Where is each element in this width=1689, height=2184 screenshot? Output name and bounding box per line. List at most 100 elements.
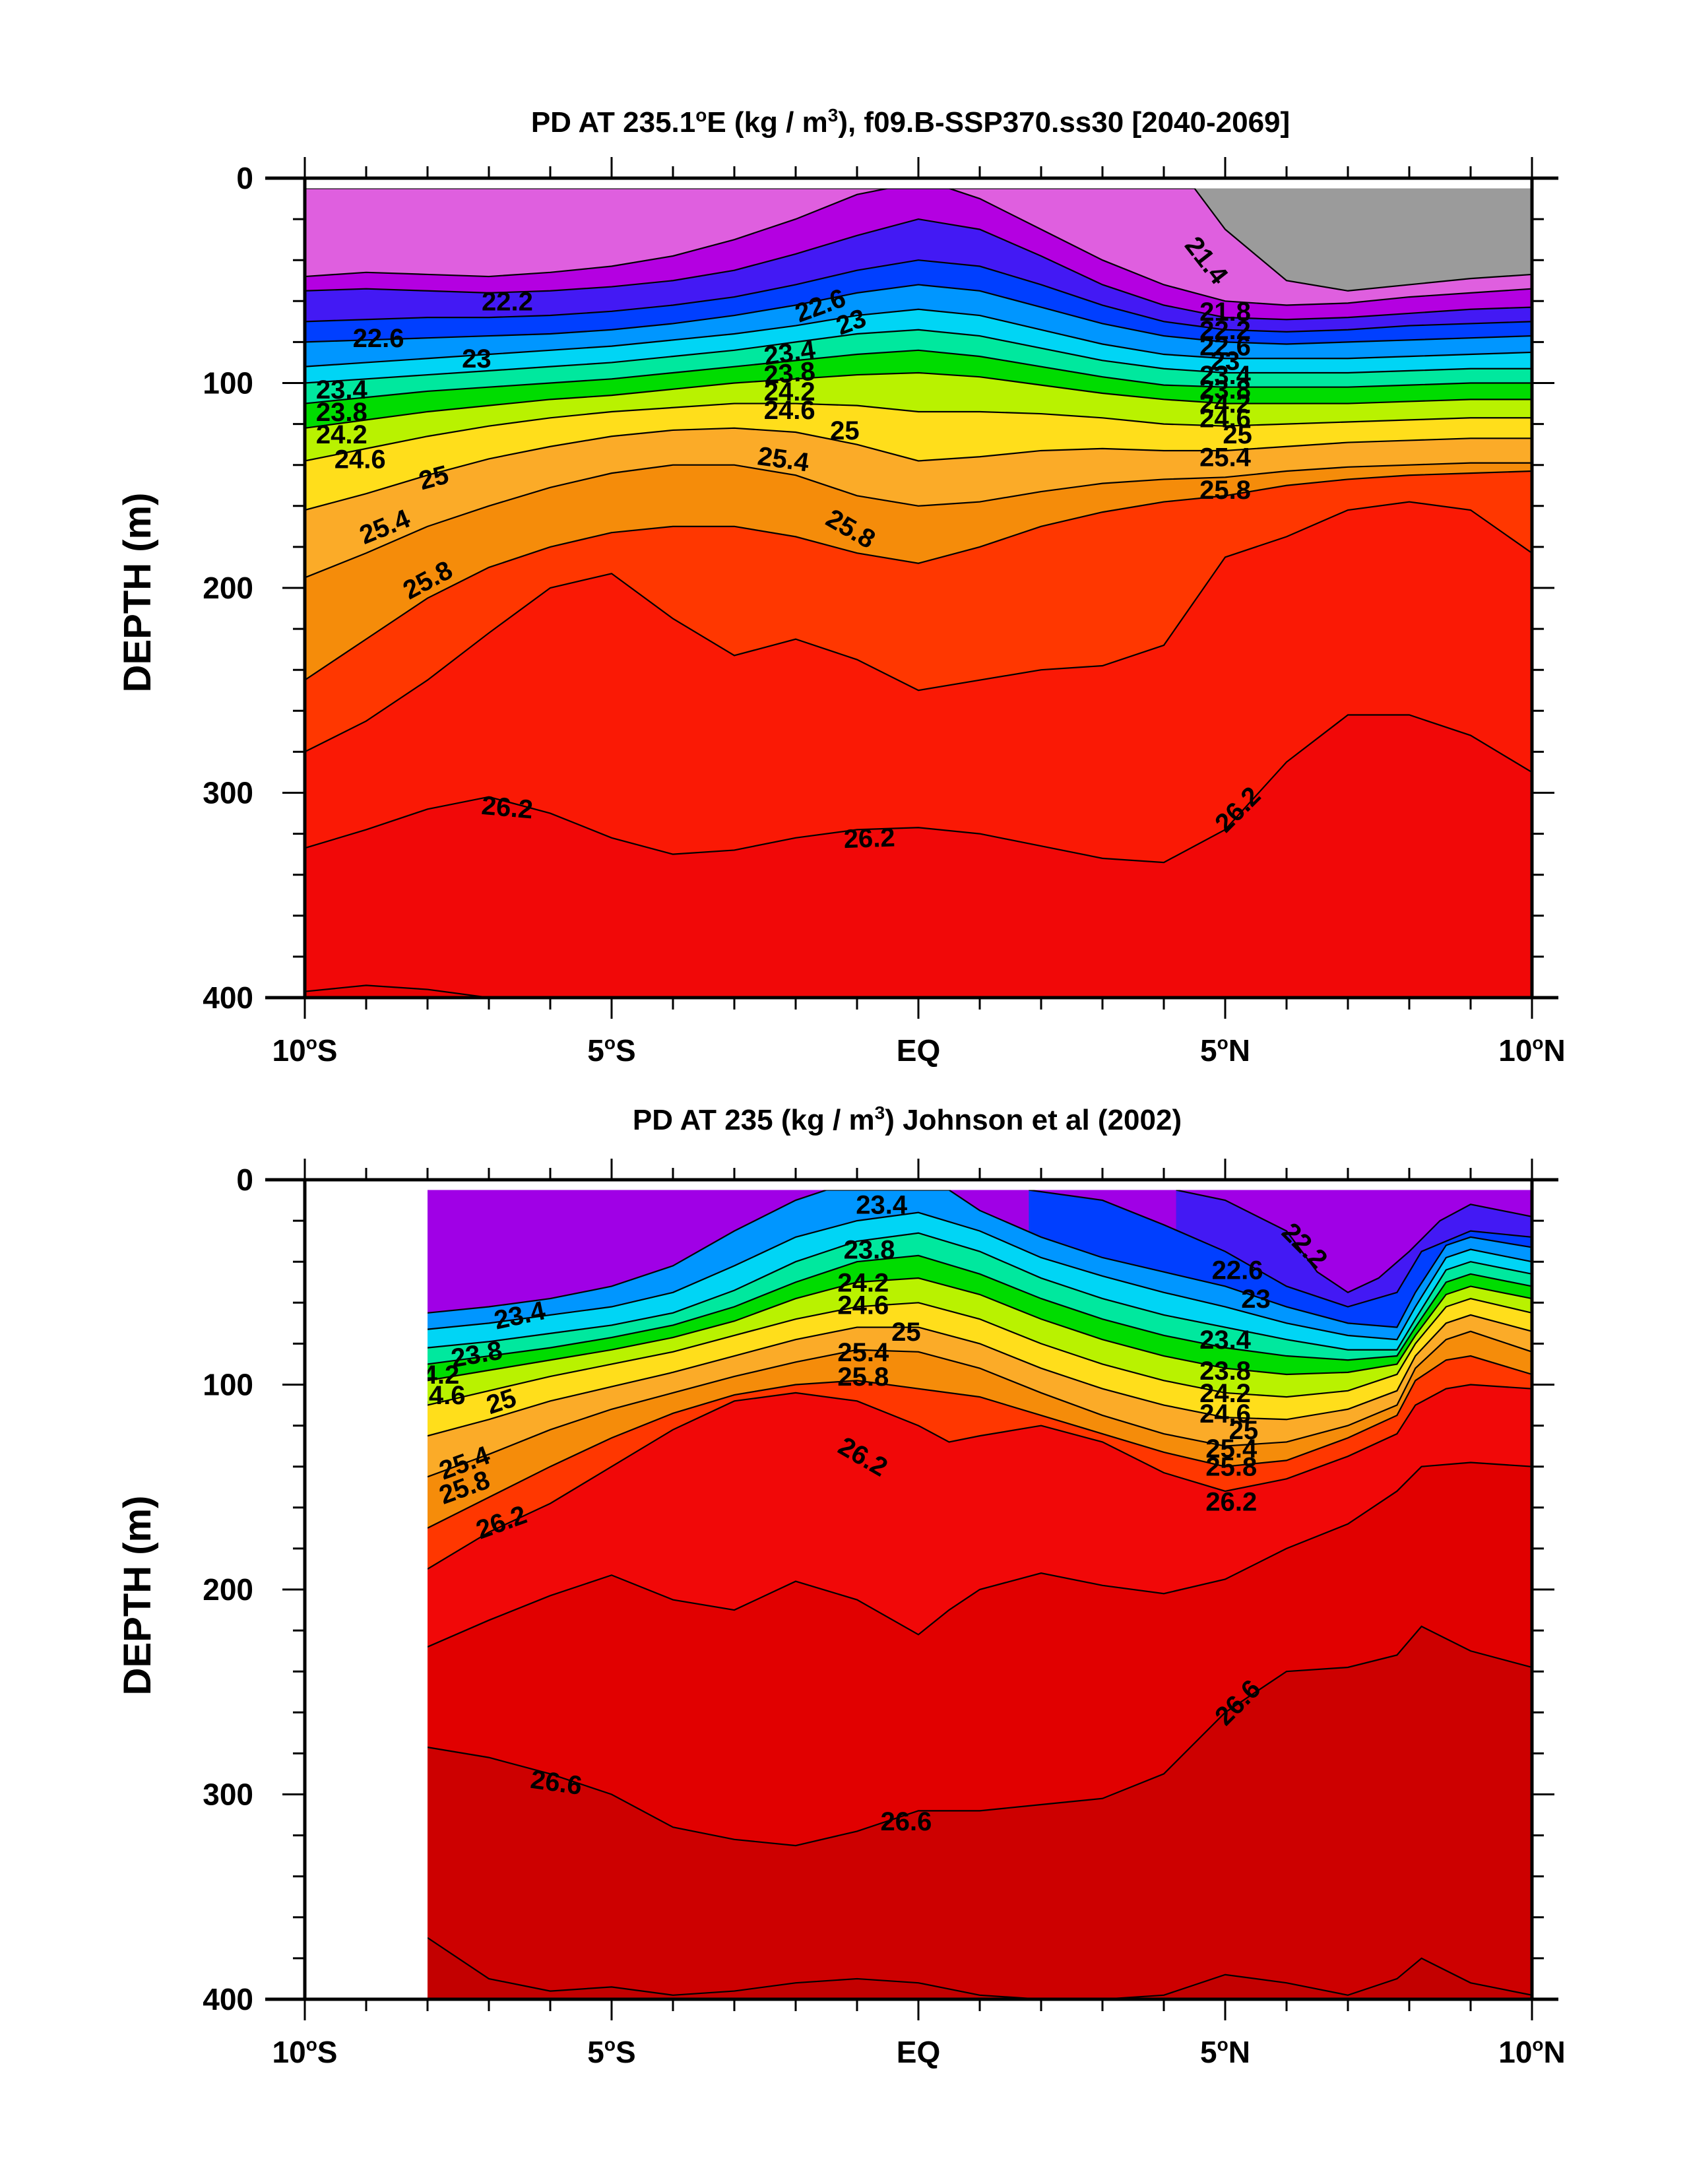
svg-text:22.6: 22.6 [353, 324, 404, 353]
svg-text:25: 25 [830, 416, 860, 445]
isopycnal-line [305, 427, 1532, 511]
density-band-fill [305, 715, 1532, 998]
contour-label: 25 [830, 416, 860, 445]
y-tick-label: 200 [203, 571, 253, 605]
contour-label: 23.8 [1199, 1357, 1251, 1386]
contour-label: 21.8 [1199, 298, 1251, 327]
x-tick-label: 10oN [1498, 1033, 1566, 1068]
y-tick-label: 100 [203, 1368, 253, 1402]
contour-label: 25.8 [1199, 476, 1251, 505]
svg-text:23.4: 23.4 [1199, 1326, 1252, 1355]
isopycnal-line [305, 329, 1532, 384]
svg-text:24.6: 24.6 [1199, 1399, 1251, 1429]
contour-label: 23.4 [762, 335, 817, 371]
contour-label: 24.2 [837, 1268, 889, 1297]
contour-label: 22.6 [353, 324, 404, 353]
isopycnal-line [305, 371, 1532, 429]
svg-text:23.4: 23.4 [856, 1190, 908, 1219]
contour-label: 25.4 [837, 1338, 889, 1367]
svg-text:25.8: 25.8 [1205, 1453, 1257, 1482]
isopycnal-line [305, 308, 1532, 368]
svg-text:23.4: 23.4 [762, 335, 817, 371]
isopycnal-line [305, 501, 1532, 753]
contour-label: 23.4 [856, 1190, 908, 1219]
y-tick-label: 0 [236, 161, 253, 195]
isopycnal-line [305, 218, 1532, 321]
svg-text:23.8: 23.8 [763, 357, 816, 391]
svg-text:24.6: 24.6 [1199, 404, 1251, 433]
isopycnal-line [305, 284, 1532, 345]
svg-text:23.8: 23.8 [316, 398, 367, 427]
bottom-contour-fills: 23.423.824.224.62525.425.826.223.423.824… [408, 1190, 1532, 1999]
isopycnal-line [428, 1232, 1532, 1351]
contour-label: 23.4 [316, 375, 368, 404]
bottom-panel-title: PD AT 235 (kg / m3) Johnson et al (2002) [633, 1103, 1182, 1136]
contour-label: 26.2 [480, 791, 534, 825]
svg-text:24.2: 24.2 [316, 420, 367, 449]
svg-text:25: 25 [1229, 1416, 1259, 1445]
isopycnal-line [428, 1625, 1532, 1847]
svg-text:25.4: 25.4 [756, 441, 812, 478]
svg-text:24.2: 24.2 [1199, 1379, 1251, 1408]
top-panel: PD AT 235.1oE (kg / m3), f09.B-SSP370.ss… [116, 105, 1566, 1068]
svg-text:26.6: 26.6 [529, 1765, 584, 1801]
svg-text:23.4: 23.4 [1199, 361, 1252, 390]
top-plot-area: 21.422.222.62323.423.824.224.62525.425.8… [203, 157, 1566, 1068]
contour-label: 25.4 [1199, 443, 1252, 472]
svg-text:24.2: 24.2 [408, 1361, 459, 1390]
x-tick-label: 10oS [272, 2034, 338, 2069]
contour-label: 26.6 [880, 1807, 932, 1836]
x-tick-label: EQ [897, 1033, 940, 1068]
isopycnal-line [428, 1297, 1532, 1406]
x-tick-label: 10oN [1498, 2034, 1566, 2069]
svg-text:23.8: 23.8 [1199, 1357, 1251, 1386]
isopycnal-line [305, 984, 490, 998]
contour-label: 25 [1229, 1416, 1259, 1445]
contour-label: 26.6 [529, 1765, 584, 1801]
contour-label: 23.4 [1199, 1326, 1252, 1355]
svg-text:22.6: 22.6 [1199, 333, 1251, 362]
contour-label: 26.2 [1205, 1487, 1257, 1516]
top-x-ticks: 10oS 5oS EQ 5oN 10oN [272, 157, 1566, 1068]
svg-text:24.6: 24.6 [414, 1381, 466, 1410]
contour-label: 25.4 [756, 441, 812, 478]
contour-label: 24.6 [1199, 404, 1251, 433]
isopycnal-line [428, 1314, 1532, 1437]
svg-text:26.2: 26.2 [843, 823, 895, 854]
density-band-fill [428, 1626, 1532, 1999]
bottom-x-ticks: 10oS 5oS EQ 5oN 10oN [272, 1159, 1566, 2069]
isopycnal-line [428, 1330, 1532, 1478]
svg-text:24.6: 24.6 [764, 396, 815, 425]
contour-label: 23.8 [763, 357, 816, 391]
svg-text:25.8: 25.8 [837, 1363, 889, 1392]
isopycnal-line [428, 1254, 1532, 1365]
contour-label: 23 [462, 344, 492, 373]
bottom-y-axis-label: DEPTH (m) [116, 1496, 159, 1696]
y-tick-label: 300 [203, 776, 253, 810]
x-tick-label: 5oN [1200, 2034, 1250, 2069]
contour-label: 22.2 [482, 287, 533, 316]
svg-text:23: 23 [1211, 346, 1240, 375]
y-tick-label: 400 [203, 980, 253, 1015]
svg-text:23: 23 [462, 344, 492, 373]
x-tick-label: EQ [897, 2035, 940, 2069]
isopycnal-line [428, 1190, 1532, 1328]
contour-label: 24.2 [764, 377, 815, 406]
svg-text:25: 25 [1223, 420, 1252, 449]
x-tick-label: 10oS [272, 1033, 338, 1068]
isopycnal-line [305, 259, 1532, 333]
isopycnal-line [428, 1211, 1532, 1341]
contour-label: 23 [1241, 1285, 1271, 1314]
isopycnal-line [305, 462, 1532, 579]
svg-text:25.4: 25.4 [1205, 1434, 1258, 1463]
contour-label: 23.8 [844, 1236, 895, 1265]
contour-label: 25.8 [837, 1363, 889, 1392]
top-y-ticks: 0 100 200 300 400 [203, 161, 1554, 1015]
isopycnal-line [1029, 1190, 1532, 1308]
svg-text:22.2: 22.2 [482, 287, 533, 316]
y-tick-label: 100 [203, 366, 253, 401]
svg-text:24.2: 24.2 [1199, 390, 1251, 419]
contour-label: 25 [1223, 420, 1252, 449]
svg-text:25.8: 25.8 [1199, 476, 1251, 505]
